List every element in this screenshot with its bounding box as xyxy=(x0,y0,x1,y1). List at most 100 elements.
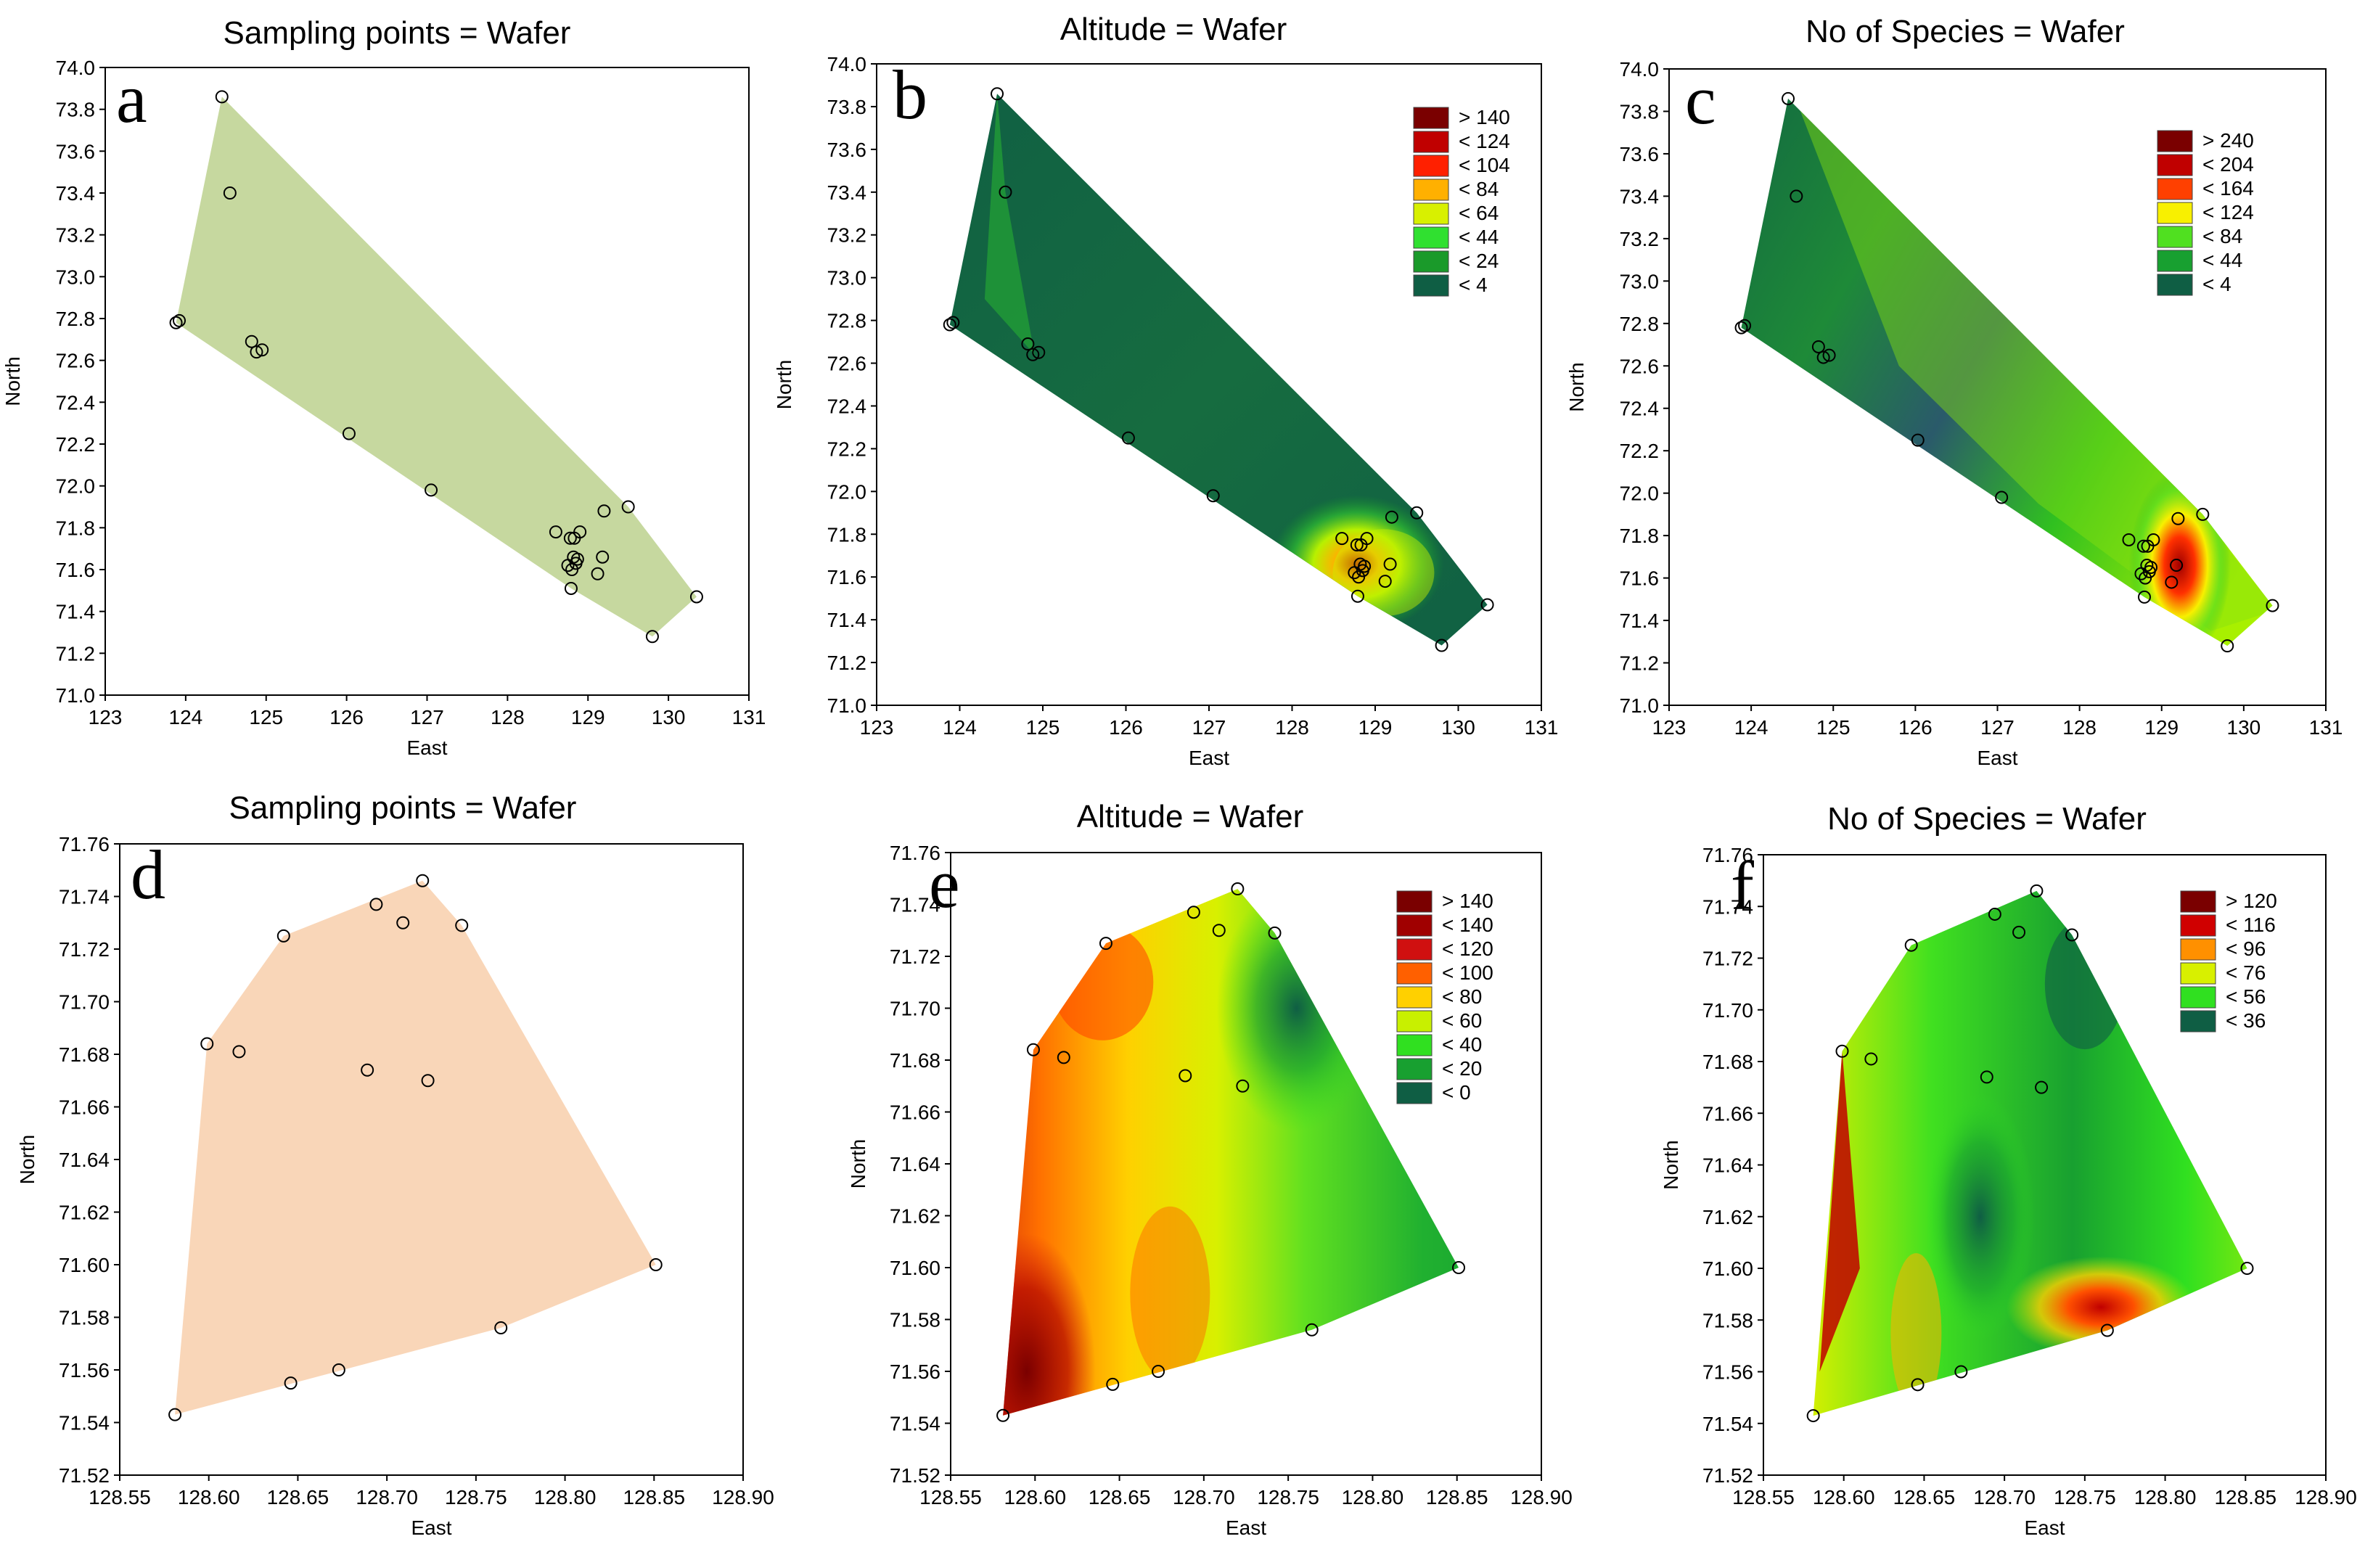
y-tick-label: 71.76 xyxy=(890,842,940,864)
y-tick-label: 71.52 xyxy=(59,1464,110,1487)
y-tick-label: 74.0 xyxy=(1620,58,1660,81)
x-tick-label: 128.70 xyxy=(1973,1486,2036,1509)
data-point xyxy=(1032,345,1046,359)
y-tick-label: 71.64 xyxy=(1702,1154,1753,1177)
chart-title: Altitude = Wafer xyxy=(1077,799,1304,834)
x-tick-label: 124 xyxy=(1734,716,1769,739)
data-point xyxy=(1026,348,1040,361)
x-tick-label: 128.90 xyxy=(1510,1486,1573,1509)
y-tick-label: 71.62 xyxy=(59,1202,110,1224)
y-tick-label: 71.4 xyxy=(827,609,867,631)
x-tick-label: 128.60 xyxy=(1813,1486,1875,1509)
legend-swatch xyxy=(2157,178,2193,200)
y-tick-label: 72.2 xyxy=(827,438,867,460)
data-point xyxy=(996,1408,1010,1422)
legend-label: < 116 xyxy=(2226,914,2276,936)
y-tick-label: 71.62 xyxy=(890,1205,940,1228)
data-point xyxy=(332,1363,345,1376)
data-point xyxy=(2221,639,2234,653)
y-tick-label: 73.8 xyxy=(56,99,96,121)
data-point xyxy=(1452,1261,1466,1274)
x-tick-label: 129 xyxy=(571,706,605,728)
panel-a: 123 124 125 126 127 128 129 130 131 71.0 71.2 71.4 7… xyxy=(1,15,766,759)
y-tick-label: 73.2 xyxy=(1620,228,1660,250)
chart-title: Sampling points = Wafer xyxy=(224,15,571,51)
x-tick-label: 123 xyxy=(89,706,123,728)
legend-swatch xyxy=(1396,1082,1433,1104)
x-tick-label: 128.80 xyxy=(1342,1486,1404,1509)
y-tick-label: 71.66 xyxy=(1702,1102,1753,1125)
legend-swatch xyxy=(2180,914,2216,937)
data-point xyxy=(2266,599,2279,612)
x-tick-label: 128.70 xyxy=(356,1486,418,1509)
x-tick-label: 128.55 xyxy=(89,1486,151,1509)
legend-swatch xyxy=(2180,986,2216,1009)
panel-letter: e xyxy=(929,845,960,922)
y-tick-label: 71.66 xyxy=(890,1101,940,1124)
y-tick-label: 73.0 xyxy=(1620,270,1660,292)
data-point xyxy=(1995,490,2009,504)
data-point xyxy=(1206,489,1220,503)
y-tick-label: 71.62 xyxy=(1702,1206,1753,1228)
y-tick-label: 72.8 xyxy=(56,308,96,330)
legend-swatch xyxy=(1413,178,1449,201)
y-tick-label: 73.2 xyxy=(827,224,867,247)
legend-label: > 140 xyxy=(1459,106,1510,128)
legend-swatch xyxy=(2180,938,2216,961)
x-tick-label: 128.60 xyxy=(178,1486,240,1509)
data-point xyxy=(1790,189,1803,203)
data-point xyxy=(1212,924,1226,937)
x-tick-label: 131 xyxy=(1525,716,1559,739)
x-tick-label: 126 xyxy=(329,706,364,728)
data-point xyxy=(1026,1043,1040,1056)
y-tick-label: 71.54 xyxy=(1702,1413,1753,1435)
y-tick-label: 71.66 xyxy=(59,1096,110,1119)
legend-label: < 104 xyxy=(1459,154,1510,176)
x-tick-label: 126 xyxy=(1898,716,1933,739)
data-point xyxy=(215,90,229,104)
y-tick-label: 71.4 xyxy=(1620,609,1660,632)
y-tick-label: 71.60 xyxy=(890,1257,940,1279)
legend-label: < 120 xyxy=(1442,937,1493,960)
x-tick-label: 128.90 xyxy=(2295,1486,2357,1509)
data-point xyxy=(1816,350,1830,364)
data-point xyxy=(276,929,290,943)
data-point xyxy=(946,316,960,329)
data-point xyxy=(1268,926,1282,940)
data-point xyxy=(1954,1365,1968,1379)
x-tick-label: 130 xyxy=(652,706,686,728)
data-point xyxy=(2142,565,2156,578)
x-tick-label: 128.65 xyxy=(267,1486,329,1509)
data-point xyxy=(223,186,237,200)
legend-swatch xyxy=(1396,1010,1433,1033)
y-tick-label: 73.4 xyxy=(1620,185,1660,208)
x-tick-label: 123 xyxy=(860,716,894,739)
y-tick-label: 74.0 xyxy=(827,53,867,75)
data-point xyxy=(1904,938,1918,952)
data-point xyxy=(1835,1044,1849,1058)
x-axis-label: East xyxy=(1977,747,2017,769)
data-point xyxy=(999,185,1012,199)
y-tick-label: 71.68 xyxy=(1702,1051,1753,1073)
y-tick-label: 73.6 xyxy=(827,139,867,161)
y-axis-label: North xyxy=(773,360,795,409)
y-tick-label: 71.76 xyxy=(59,833,110,855)
y-tick-label: 71.70 xyxy=(1702,999,1753,1022)
data-point xyxy=(2147,533,2160,546)
legend-swatch xyxy=(2157,130,2193,152)
y-tick-label: 71.56 xyxy=(59,1359,110,1382)
data-point xyxy=(245,334,258,348)
x-tick-label: 128.80 xyxy=(534,1486,597,1509)
data-point xyxy=(2122,533,2136,546)
legend-swatch xyxy=(2180,890,2216,913)
y-tick-label: 71.8 xyxy=(56,517,96,539)
data-point xyxy=(549,525,562,539)
y-axis-label: North xyxy=(1565,362,1588,411)
x-tick-label: 128 xyxy=(2062,716,2097,739)
x-tick-label: 128.85 xyxy=(1426,1486,1488,1509)
y-tick-label: 71.2 xyxy=(1620,652,1660,675)
legend-label: < 0 xyxy=(1442,1081,1471,1104)
y-tick-label: 73.0 xyxy=(827,267,867,290)
data-point xyxy=(2137,590,2151,604)
x-axis-label: East xyxy=(406,736,447,759)
